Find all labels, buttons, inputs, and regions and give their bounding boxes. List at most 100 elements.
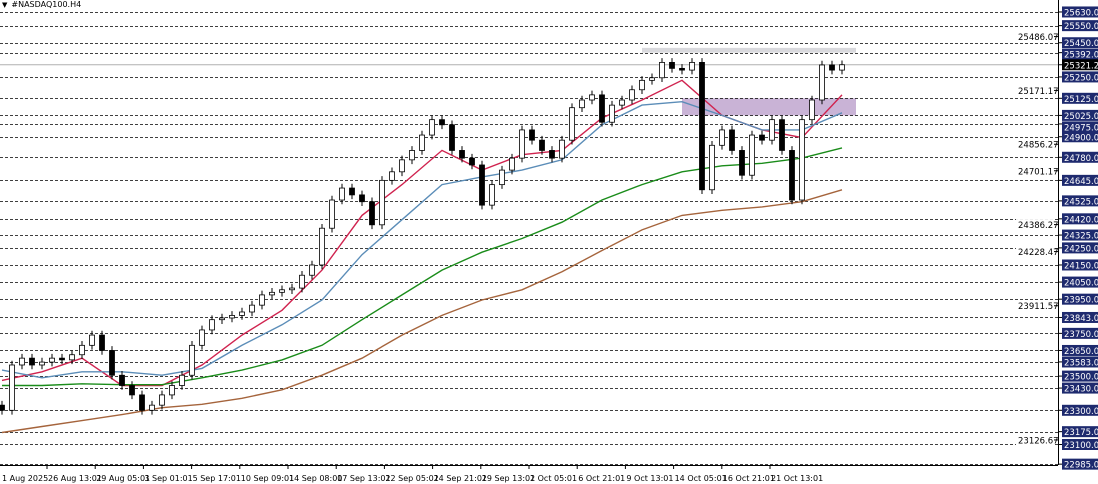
price-level-label-bg — [1062, 438, 1098, 450]
candle-body — [189, 344, 195, 376]
candle — [189, 341, 195, 380]
candle — [759, 130, 765, 145]
dropdown-triangle-icon[interactable]: ▼ — [2, 1, 8, 9]
candle-body — [539, 139, 545, 151]
candle — [549, 146, 555, 163]
candle — [829, 60, 835, 75]
candle — [779, 115, 785, 155]
price-level-label-bg — [1062, 151, 1098, 163]
candle — [359, 190, 365, 207]
candle-body — [799, 119, 805, 201]
moving-average-line-1 — [1, 79, 843, 387]
candle-body — [479, 164, 485, 206]
candle — [79, 341, 85, 360]
candle — [179, 370, 185, 390]
candle — [839, 60, 845, 75]
candle-body — [219, 317, 225, 321]
candle-body — [679, 67, 685, 71]
candle — [609, 100, 615, 127]
price-level-label-bg — [1062, 426, 1098, 438]
candle — [429, 115, 435, 140]
price-level-label-bg — [1062, 131, 1098, 143]
symbol-timeframe: #NASDAQ100.H4 — [11, 0, 82, 9]
price-level-label-bg — [1062, 356, 1098, 368]
candle-body — [159, 394, 165, 406]
candle-body — [719, 129, 725, 146]
price-mark: 23911.57 — [1018, 302, 1059, 312]
candle — [329, 195, 335, 233]
price-level-label: 23500.00 — [1064, 373, 1098, 383]
candle — [9, 360, 15, 415]
candle — [49, 353, 55, 367]
candle-body — [139, 394, 145, 411]
candle-body — [299, 274, 305, 289]
price-mark: 23126.67 — [1018, 436, 1059, 446]
candle-body — [399, 159, 405, 173]
price-level-label-bg — [1062, 259, 1098, 271]
price-level-label: 25550.00 — [1064, 22, 1098, 32]
candle-body — [149, 404, 155, 411]
price-level-label: 25025.00 — [1064, 112, 1098, 122]
candle-body — [59, 357, 65, 361]
candle — [789, 146, 795, 205]
candle — [299, 270, 305, 293]
price-level-label: 23583.00 — [1064, 358, 1098, 368]
candle — [439, 115, 445, 130]
candle-body — [439, 119, 445, 126]
candle-body — [649, 77, 655, 81]
candle-body — [259, 294, 265, 306]
candle-body — [569, 107, 575, 141]
time-label: 3 Sep 01:01 — [144, 474, 192, 483]
price-level-label: 24420.00 — [1064, 215, 1098, 225]
candle-body — [99, 334, 105, 351]
candle-body — [819, 64, 825, 101]
candle-body — [669, 61, 675, 69]
price-level-label: 24975.00 — [1064, 123, 1098, 133]
candle — [479, 160, 485, 210]
candle-body — [489, 184, 495, 206]
price-mark: 25171.17 — [1018, 87, 1059, 97]
candle-body — [809, 99, 815, 121]
time-label: 10 Sep 09:01 — [241, 474, 294, 483]
candle — [769, 115, 775, 145]
price-level-label-bg — [1062, 229, 1098, 241]
candle — [199, 325, 205, 350]
candle — [229, 311, 235, 323]
candle — [539, 135, 545, 155]
candle-body — [749, 134, 755, 176]
candle-body — [689, 61, 695, 71]
candle-body — [499, 169, 505, 186]
candle-body — [429, 119, 435, 136]
candle-body — [329, 199, 335, 229]
candle-body — [29, 357, 35, 366]
chart-title: ▼ #NASDAQ100.H4 — [2, 0, 81, 9]
candle-body — [49, 357, 55, 363]
candle-body — [579, 99, 585, 109]
candle-body — [39, 361, 45, 366]
candle — [369, 197, 375, 230]
price-level-label: 23300.00 — [1064, 407, 1098, 417]
candle — [709, 141, 715, 195]
time-label: 14 Oct 05:01 — [675, 474, 727, 483]
price-level-label-bg — [1062, 121, 1098, 133]
price-level-label: 25630.00 — [1064, 8, 1098, 18]
candle — [459, 146, 465, 163]
candle — [149, 400, 155, 415]
candle — [119, 370, 125, 390]
current-price-label: 25321.24 — [1064, 61, 1098, 71]
time-label: 26 Aug 13:01 — [48, 474, 102, 483]
candle-body — [729, 129, 735, 151]
time-label: 17 Sep 13:01 — [337, 474, 390, 483]
time-label: 16 Oct 21:01 — [723, 474, 775, 483]
candle — [29, 353, 35, 370]
candle — [279, 285, 285, 297]
price-level-label: 25392.00 — [1064, 51, 1098, 61]
price-mark: 24386.27 — [1018, 221, 1059, 231]
price-level-label-bg — [1062, 327, 1098, 339]
price-level-label-bg — [1062, 382, 1098, 394]
candles — [0, 58, 845, 415]
candle-body — [319, 227, 325, 266]
moving-average-line-3 — [2, 147, 843, 387]
candle — [629, 85, 635, 105]
